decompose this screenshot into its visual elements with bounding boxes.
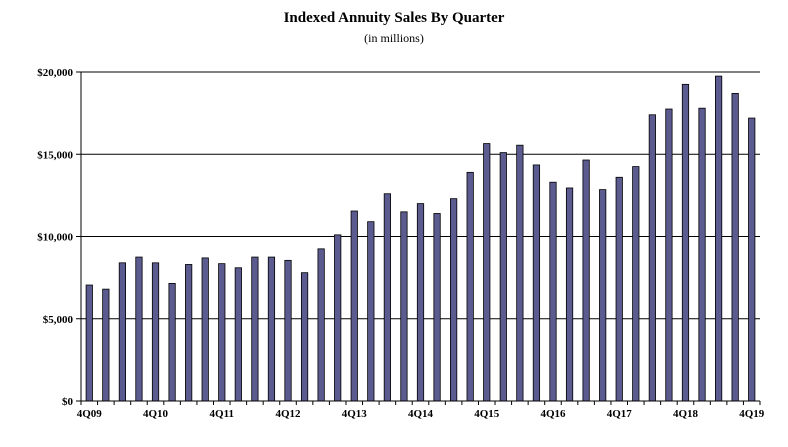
bar-3Q15 [466,171,474,402]
bar-3Q16 [532,164,541,402]
x-tick-label: 4Q09 [77,408,103,420]
bar-1Q13 [300,272,309,402]
bar-1Q17 [565,187,574,402]
bar-3Q14 [400,211,408,402]
x-tick-label: 4Q13 [342,408,368,420]
bar-2Q12 [251,256,259,402]
bar-4Q11 [218,263,226,402]
bar-1Q16 [499,152,507,402]
x-tick-label: 4Q15 [474,408,500,420]
y-tick-label: $5,000 [43,314,74,326]
bar-2Q18 [648,114,656,402]
bar-2Q10 [118,262,127,402]
bar-3Q18 [665,108,673,402]
bar-4Q14 [416,203,425,402]
bar-2Q17 [582,159,590,402]
x-tick-label: 4Q10 [143,408,169,420]
bar-3Q10 [135,256,143,402]
x-tick-label: 4Q12 [275,408,301,420]
bar-1Q14 [367,221,375,402]
bar-1Q12 [234,267,242,402]
bar-4Q15 [483,143,491,402]
bar-4Q19 [748,117,756,402]
bar-2Q13 [317,248,325,402]
x-tick-label: 4Q16 [540,408,566,420]
chart-title: Indexed Annuity Sales By Quarter [283,10,505,26]
bar-1Q18 [632,166,640,402]
x-tick-label: 4Q14 [408,408,434,420]
chart-subtitle: (in millions) [364,31,424,45]
bar-2Q15 [450,198,458,402]
x-tick-label: 4Q17 [607,408,633,420]
y-tick-label: $20,000 [37,67,73,79]
y-tick-label: $10,000 [37,232,73,244]
bar-4Q17 [615,176,623,402]
bar-4Q13 [350,210,358,402]
bar-3Q19 [731,92,739,402]
bar-4Q10 [151,262,160,402]
x-tick-label: 4Q11 [210,408,234,420]
bar-1Q19 [698,107,706,402]
x-tick-label: 4Q19 [739,408,765,420]
bar-1Q15 [433,213,441,402]
bar-3Q13 [334,234,342,402]
bar-3Q17 [599,189,607,402]
bar-2Q14 [383,193,391,402]
bar-4Q16 [549,181,557,402]
bar-1Q11 [168,282,176,402]
y-tick-label: $15,000 [37,149,73,161]
bar-4Q09 [85,284,93,402]
bar-1Q10 [102,288,110,402]
bar-3Q12 [267,256,276,402]
bar-2Q19 [714,75,723,402]
bar-2Q11 [185,264,193,402]
bar-4Q12 [284,259,292,402]
bar-2Q16 [516,144,524,402]
y-tick-label: $0 [62,396,74,408]
bar-3Q11 [201,257,209,402]
x-tick-label: 4Q18 [673,408,699,420]
bar-4Q18 [681,83,690,402]
